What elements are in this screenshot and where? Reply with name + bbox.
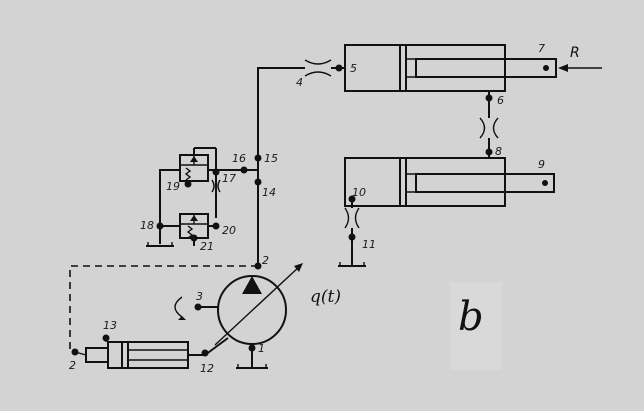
node-label-11: 11	[362, 238, 376, 251]
node-label-5: 5	[350, 62, 357, 75]
variable-pump	[174, 263, 303, 369]
flow-label: q(t)	[310, 287, 341, 307]
load-label: R	[570, 45, 580, 61]
node-label-7: 7	[538, 42, 545, 55]
node-label-2b: 2	[69, 359, 76, 372]
node-label-19: 19	[166, 180, 180, 193]
label-panel	[450, 282, 502, 370]
node-label-21: 21	[200, 240, 214, 253]
drain-orifice-10-11	[338, 195, 366, 267]
node-label-8: 8	[495, 145, 502, 158]
link-orifice-6-8	[479, 91, 499, 158]
node-label-4: 4	[296, 76, 303, 89]
node-label-20: 20	[222, 224, 236, 237]
node-label-6: 6	[497, 94, 504, 107]
load-arrow	[558, 64, 602, 72]
node-label-16: 16	[232, 152, 246, 165]
figure-letter: b	[458, 294, 484, 340]
feedback-line	[69, 265, 258, 352]
node-label-9: 9	[538, 158, 545, 171]
control-cylinder	[71, 334, 229, 369]
node-label-1: 1	[258, 342, 265, 355]
node-label-14: 14	[262, 186, 276, 199]
node-label-13: 13	[103, 319, 117, 332]
node-label-12: 12	[200, 362, 214, 375]
lower-cylinder	[344, 157, 555, 207]
node-label-18: 18	[140, 219, 154, 232]
node-label-10: 10	[352, 186, 366, 199]
node-label-3: 3	[196, 290, 203, 303]
node-label-15: 15	[264, 152, 278, 165]
node-label-17: 17	[222, 172, 236, 185]
node-label-2a: 2	[262, 254, 269, 267]
supply-line	[254, 59, 345, 270]
relief-valves	[146, 147, 258, 247]
